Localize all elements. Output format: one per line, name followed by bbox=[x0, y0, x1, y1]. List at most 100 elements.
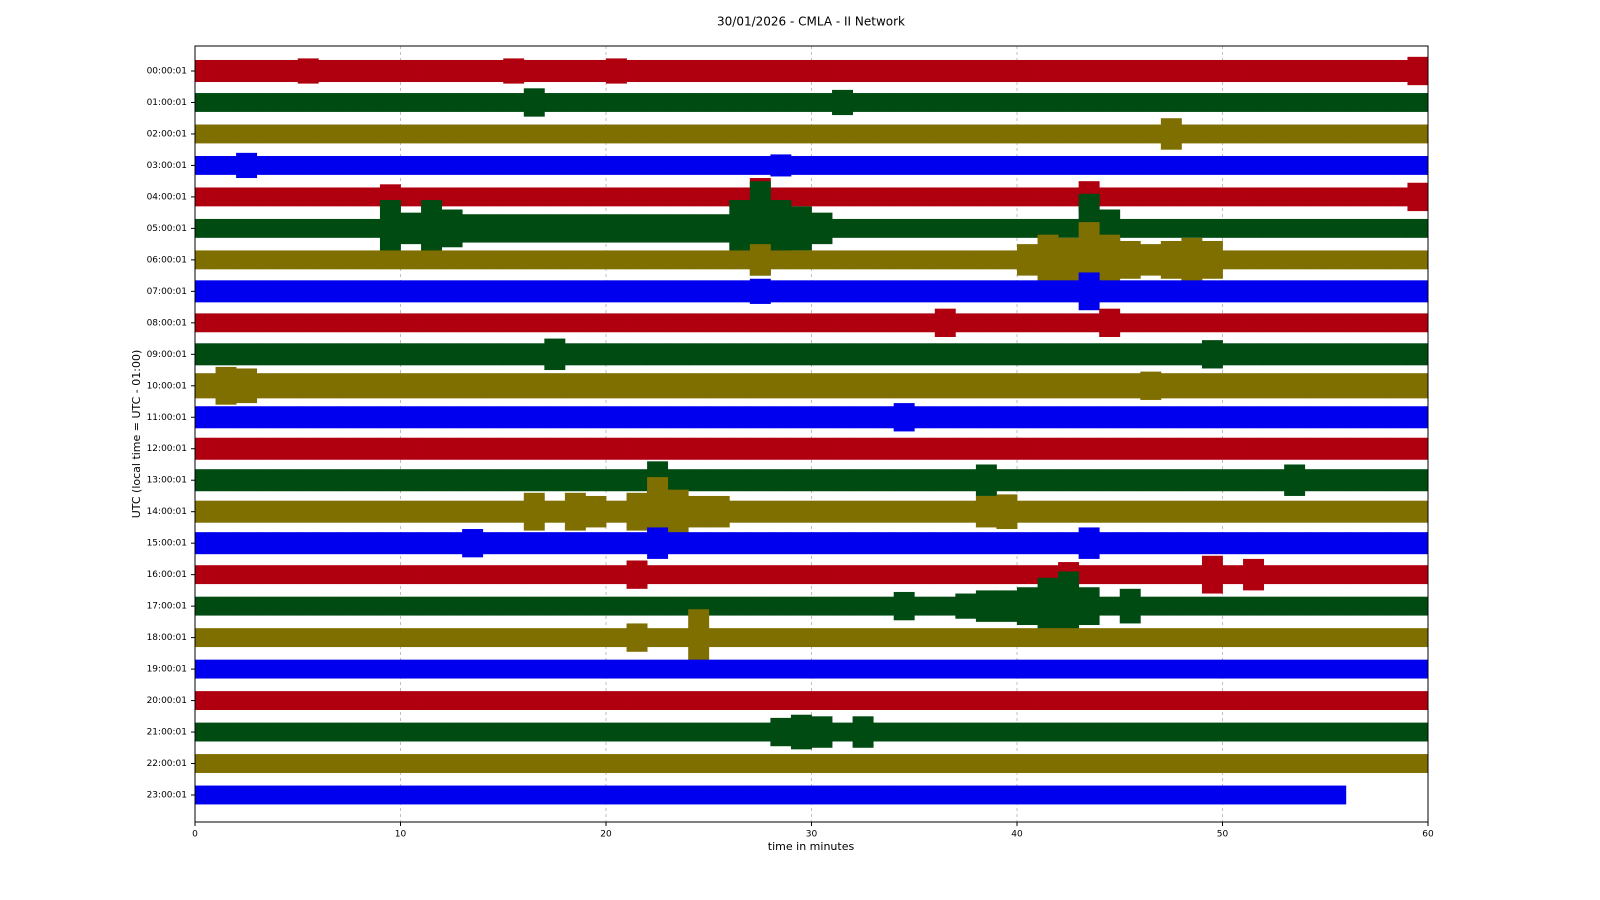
y-tick-label: 07:00:01 bbox=[147, 287, 187, 297]
trace-segment bbox=[1284, 313, 1306, 333]
y-tick-label: 22:00:01 bbox=[147, 759, 187, 769]
trace-segment bbox=[770, 93, 792, 112]
trace-segment bbox=[297, 313, 319, 333]
trace-segment bbox=[379, 754, 401, 773]
trace-segment bbox=[626, 437, 648, 460]
trace-segment bbox=[256, 691, 278, 711]
trace-segment bbox=[606, 214, 627, 243]
trace-segment bbox=[790, 565, 812, 585]
trace-segment bbox=[790, 93, 812, 112]
trace-segment bbox=[379, 124, 401, 144]
trace-segment bbox=[729, 313, 751, 333]
trace-segment bbox=[893, 124, 915, 144]
trace-segment bbox=[421, 659, 442, 679]
trace-segment bbox=[1119, 565, 1141, 585]
trace-segment bbox=[379, 280, 401, 303]
y-tick-label: 03:00:01 bbox=[147, 161, 187, 171]
trace-segment bbox=[277, 218, 299, 238]
chart-title: 30/01/2026 - CMLA - II Network bbox=[717, 15, 905, 29]
trace-segment bbox=[503, 250, 525, 270]
trace-segment bbox=[1243, 124, 1264, 144]
trace-segment bbox=[1099, 124, 1121, 144]
trace-segment bbox=[379, 565, 401, 585]
trace-segment bbox=[421, 565, 442, 585]
trace-segment bbox=[1140, 722, 1162, 742]
trace-segment bbox=[955, 59, 977, 83]
trace-segment bbox=[1119, 373, 1141, 399]
trace-segment bbox=[873, 406, 895, 429]
trace-segment bbox=[1325, 691, 1347, 711]
trace-segment bbox=[708, 754, 730, 773]
trace-segment bbox=[729, 155, 751, 175]
trace-segment bbox=[996, 218, 1018, 238]
trace-segment bbox=[914, 659, 936, 679]
trace-segment bbox=[297, 187, 319, 207]
trace-segment bbox=[523, 785, 545, 805]
trace-segment bbox=[790, 500, 812, 523]
trace-segment bbox=[400, 596, 422, 616]
trace-segment bbox=[1366, 500, 1388, 523]
trace-segment bbox=[277, 59, 299, 83]
trace-segment bbox=[400, 500, 422, 523]
trace-segment bbox=[1304, 155, 1326, 175]
trace-segment bbox=[503, 722, 525, 742]
trace-segment bbox=[544, 500, 566, 523]
trace-segment bbox=[873, 437, 895, 460]
trace-segment bbox=[400, 691, 422, 711]
trace-segment bbox=[1078, 500, 1100, 523]
trace-segment bbox=[749, 565, 771, 585]
trace-segment bbox=[1181, 437, 1203, 460]
trace-segment bbox=[1078, 373, 1100, 399]
trace-segment bbox=[647, 628, 669, 648]
trace-segment bbox=[1017, 565, 1038, 585]
y-tick-label: 15:00:01 bbox=[147, 539, 187, 549]
trace-segment bbox=[277, 343, 299, 366]
trace-segment bbox=[400, 628, 422, 648]
trace-segment bbox=[811, 187, 833, 207]
trace-segment bbox=[606, 500, 627, 523]
trace-segment bbox=[873, 722, 895, 742]
trace-segment bbox=[503, 373, 525, 399]
trace-segment bbox=[852, 155, 874, 175]
trace-segment bbox=[770, 469, 792, 492]
trace-segment bbox=[421, 691, 442, 711]
trace-segment bbox=[667, 214, 689, 243]
trace-segment bbox=[1304, 406, 1326, 429]
trace-segment bbox=[1366, 250, 1388, 270]
trace-segment bbox=[297, 532, 319, 555]
trace-segment bbox=[1304, 500, 1326, 523]
trace-segment bbox=[955, 313, 977, 333]
trace-segment bbox=[1345, 59, 1367, 83]
trace-segment bbox=[1345, 722, 1367, 742]
trace-segment bbox=[667, 343, 689, 366]
trace-segment bbox=[1058, 155, 1080, 175]
trace-segment bbox=[585, 659, 607, 679]
trace-segment bbox=[1099, 437, 1121, 460]
trace-segment bbox=[1386, 373, 1408, 399]
trace-segment bbox=[749, 124, 771, 144]
trace-segment bbox=[297, 93, 319, 112]
trace-segment bbox=[708, 532, 730, 555]
trace-segment bbox=[215, 187, 237, 207]
trace-segment bbox=[585, 628, 607, 648]
trace-segment bbox=[585, 437, 607, 460]
x-tick-label: 30 bbox=[806, 830, 818, 840]
trace-segment bbox=[1386, 250, 1408, 270]
trace-segment bbox=[215, 280, 237, 303]
trace-segment bbox=[708, 596, 730, 616]
trace-segment bbox=[975, 785, 997, 805]
trace-segment bbox=[729, 406, 751, 429]
trace-segment bbox=[1160, 469, 1182, 492]
trace-segment bbox=[893, 155, 915, 175]
trace-segment bbox=[914, 406, 936, 429]
trace-segment bbox=[585, 93, 607, 112]
trace-segment bbox=[667, 437, 689, 460]
trace-segment bbox=[1407, 659, 1429, 679]
trace-segment bbox=[1222, 596, 1244, 616]
trace-segment bbox=[318, 785, 340, 805]
trace-segment bbox=[1078, 343, 1100, 366]
trace-segment bbox=[852, 469, 874, 492]
trace-segment bbox=[749, 691, 771, 711]
trace-segment bbox=[708, 437, 730, 460]
trace-segment bbox=[523, 659, 545, 679]
